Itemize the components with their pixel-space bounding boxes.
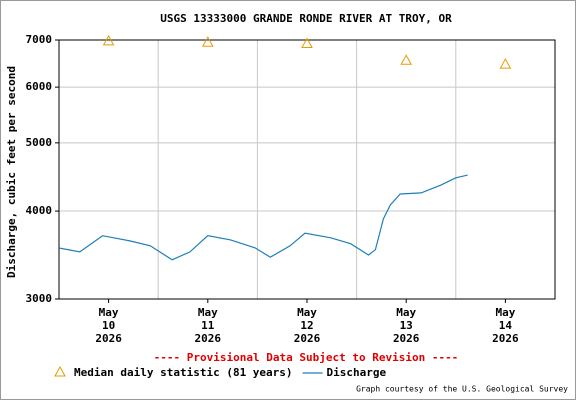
x-tick-label: 14 xyxy=(499,319,513,332)
chart-title: USGS 13333000 GRANDE RONDE RIVER AT TROY… xyxy=(160,12,452,25)
x-tick-label: 2026 xyxy=(95,332,122,345)
x-tick-label: 2026 xyxy=(492,332,519,345)
x-tick-label: 2026 xyxy=(393,332,420,345)
legend-label: Discharge xyxy=(327,366,387,379)
median-marker xyxy=(301,37,313,49)
y-tick-label: 6000 xyxy=(26,80,53,93)
credit: Graph courtesy of the U.S. Geological Su… xyxy=(356,385,568,394)
plot-border xyxy=(58,39,556,300)
median-marker xyxy=(400,54,413,65)
median-marker xyxy=(102,34,115,46)
median-marker xyxy=(201,36,214,47)
median-marker xyxy=(499,58,512,69)
y-tick-label: 5000 xyxy=(26,136,53,149)
x-tick-label: 10 xyxy=(102,319,115,332)
x-tick-label: May xyxy=(396,306,416,319)
legend-marker xyxy=(54,365,66,377)
x-tick-label: May xyxy=(297,306,317,319)
x-tick-label: 2026 xyxy=(195,332,222,345)
x-tick-label: May xyxy=(495,306,515,319)
x-tick-label: 13 xyxy=(400,319,413,332)
y-tick-label: 4000 xyxy=(26,204,53,217)
x-tick-label: 12 xyxy=(300,319,313,332)
plot-area xyxy=(59,40,555,299)
legend-label: Median daily statistic (81 years) xyxy=(74,366,293,379)
discharge-line xyxy=(58,174,468,261)
y-axis-label: Discharge, cubic feet per second xyxy=(5,66,18,278)
x-tick-label: 11 xyxy=(201,319,215,332)
y-tick-label: 3000 xyxy=(26,292,53,305)
provisional-note: ---- Provisional Data Subject to Revisio… xyxy=(154,351,459,364)
x-tick-label: 2026 xyxy=(294,332,321,345)
x-tick-label: May xyxy=(198,306,218,319)
x-tick-label: May xyxy=(99,306,119,319)
y-tick-label: 7000 xyxy=(26,33,53,46)
